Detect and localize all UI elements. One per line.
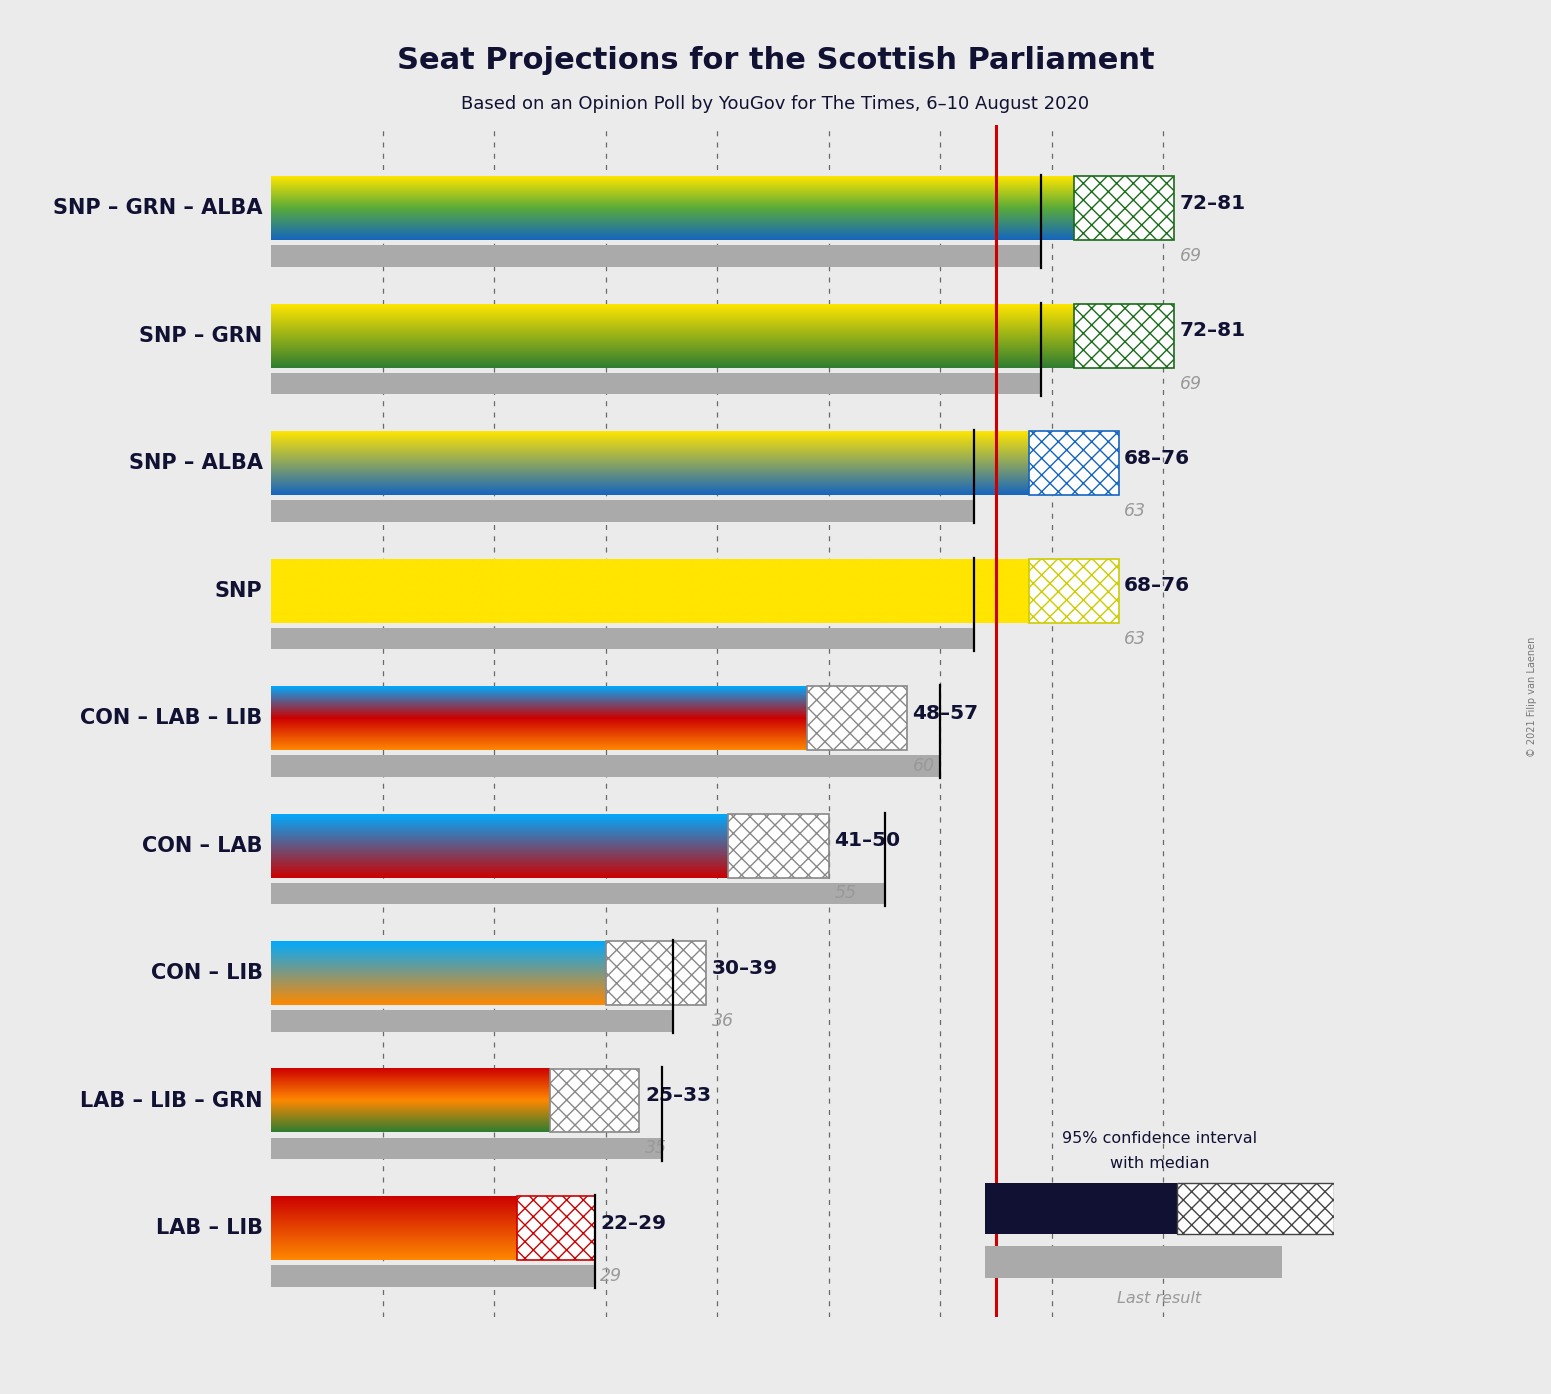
Text: 55: 55: [834, 884, 856, 902]
Text: 72–81: 72–81: [1180, 321, 1245, 340]
Text: LAB – LIB: LAB – LIB: [155, 1218, 262, 1238]
Bar: [551, 1069, 639, 1132]
Text: 63: 63: [1124, 630, 1146, 648]
Bar: [1075, 177, 1174, 240]
Bar: [271, 1011, 673, 1032]
Text: LAB – LIB – GRN: LAB – LIB – GRN: [81, 1090, 262, 1111]
Bar: [1030, 559, 1118, 623]
Text: 95% confidence interval: 95% confidence interval: [1062, 1131, 1256, 1146]
Bar: [807, 686, 907, 750]
Bar: [1030, 559, 1118, 623]
Bar: [1030, 431, 1118, 495]
Bar: [729, 814, 828, 878]
Text: 69: 69: [1180, 247, 1202, 265]
Text: Seat Projections for the Scottish Parliament: Seat Projections for the Scottish Parlia…: [397, 46, 1154, 75]
Text: SNP – GRN – ALBA: SNP – GRN – ALBA: [53, 198, 262, 219]
Bar: [1075, 304, 1174, 368]
Text: 30–39: 30–39: [712, 959, 777, 977]
Bar: [271, 627, 974, 650]
Text: Based on an Opinion Poll by YouGov for The Times, 6–10 August 2020: Based on an Opinion Poll by YouGov for T…: [462, 95, 1089, 113]
Text: 35: 35: [645, 1139, 667, 1157]
Bar: [1030, 431, 1118, 495]
Bar: [551, 1069, 639, 1132]
Text: 41–50: 41–50: [834, 831, 901, 850]
Bar: [271, 756, 940, 776]
Text: © 2021 Filip van Laenen: © 2021 Filip van Laenen: [1528, 637, 1537, 757]
Bar: [1075, 304, 1174, 368]
Bar: [271, 372, 1041, 395]
Text: CON – LAB – LIB: CON – LAB – LIB: [81, 708, 262, 728]
Bar: [807, 686, 907, 750]
Bar: [985, 1246, 1281, 1278]
Bar: [729, 814, 828, 878]
Bar: [271, 1266, 594, 1287]
Text: 48–57: 48–57: [912, 704, 979, 722]
Text: SNP: SNP: [216, 581, 262, 601]
Text: 60: 60: [912, 757, 934, 775]
Bar: [1177, 1184, 1334, 1234]
Bar: [985, 1184, 1177, 1234]
Text: 68–76: 68–76: [1124, 576, 1190, 595]
Text: 72–81: 72–81: [1180, 194, 1245, 213]
Text: 63: 63: [1124, 502, 1146, 520]
Text: 68–76: 68–76: [1124, 449, 1190, 467]
Bar: [606, 941, 706, 1005]
Text: 22–29: 22–29: [600, 1214, 667, 1232]
Bar: [1075, 177, 1174, 240]
Text: 36: 36: [712, 1012, 734, 1030]
Text: with median: with median: [1109, 1156, 1210, 1171]
Bar: [1177, 1184, 1334, 1234]
Text: SNP – ALBA: SNP – ALBA: [129, 453, 262, 473]
Bar: [271, 500, 974, 521]
Text: 69: 69: [1180, 375, 1202, 393]
Bar: [271, 1138, 662, 1160]
Text: Last result: Last result: [1117, 1291, 1202, 1306]
Text: SNP – GRN: SNP – GRN: [140, 326, 262, 346]
Bar: [271, 882, 884, 905]
Text: 29: 29: [600, 1267, 622, 1285]
Bar: [516, 1196, 594, 1260]
Text: 25–33: 25–33: [645, 1086, 710, 1105]
Text: CON – LIB: CON – LIB: [150, 963, 262, 983]
Text: CON – LAB: CON – LAB: [143, 835, 262, 856]
Bar: [606, 941, 706, 1005]
Bar: [516, 1196, 594, 1260]
Bar: [271, 245, 1041, 268]
